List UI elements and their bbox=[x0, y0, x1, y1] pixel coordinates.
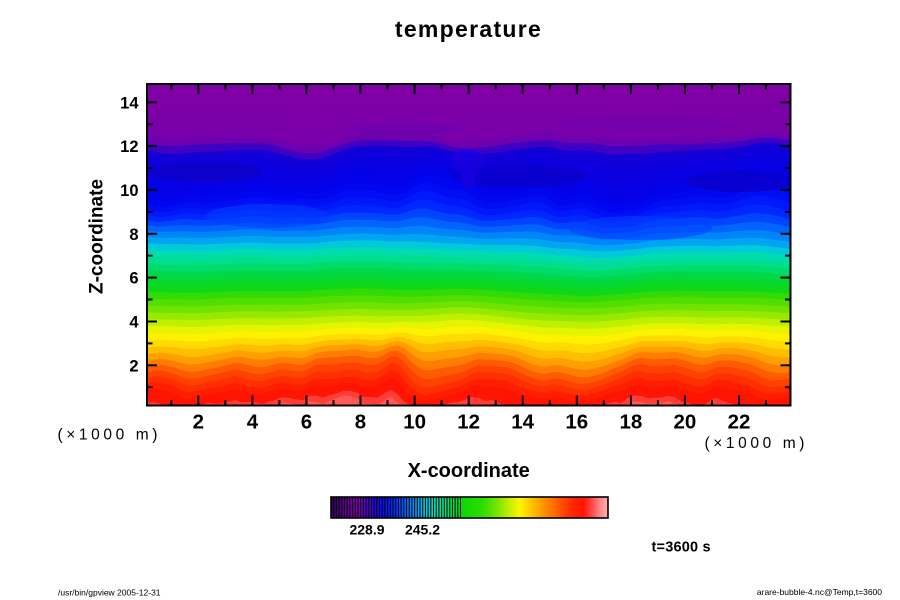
svg-text:10: 10 bbox=[120, 182, 138, 200]
svg-text:(×1000 m): (×1000 m) bbox=[58, 426, 161, 443]
svg-text:12: 12 bbox=[457, 411, 480, 434]
svg-text:12: 12 bbox=[120, 138, 138, 156]
svg-text:8: 8 bbox=[355, 411, 366, 434]
svg-text:2: 2 bbox=[193, 411, 204, 434]
svg-text:6: 6 bbox=[129, 270, 138, 288]
svg-text:temperature: temperature bbox=[395, 16, 542, 42]
svg-text:10: 10 bbox=[403, 411, 426, 434]
svg-text:228.9: 228.9 bbox=[349, 522, 384, 538]
svg-text:6: 6 bbox=[301, 411, 312, 434]
svg-text:16: 16 bbox=[565, 411, 588, 434]
svg-text:8: 8 bbox=[129, 226, 138, 244]
svg-text:14: 14 bbox=[511, 411, 534, 434]
svg-text:22: 22 bbox=[728, 411, 751, 434]
svg-text:(×1000 m): (×1000 m) bbox=[705, 435, 808, 452]
svg-text:arare-bubble-4.nc@Temp,t=3600: arare-bubble-4.nc@Temp,t=3600 bbox=[757, 587, 882, 597]
svg-text:245.2: 245.2 bbox=[405, 522, 440, 538]
svg-text:2: 2 bbox=[129, 357, 138, 375]
svg-text:t=3600 s: t=3600 s bbox=[652, 540, 711, 556]
svg-text:4: 4 bbox=[129, 314, 139, 332]
svg-text:X-coordinate: X-coordinate bbox=[408, 460, 530, 482]
svg-text:18: 18 bbox=[619, 411, 642, 434]
svg-text:20: 20 bbox=[673, 411, 696, 434]
svg-text:4: 4 bbox=[247, 411, 259, 434]
svg-text:14: 14 bbox=[120, 94, 139, 112]
svg-text:Z-coordinate: Z-coordinate bbox=[86, 179, 107, 294]
svg-text:/usr/bin/gpview 2005-12-31: /usr/bin/gpview 2005-12-31 bbox=[58, 588, 161, 598]
